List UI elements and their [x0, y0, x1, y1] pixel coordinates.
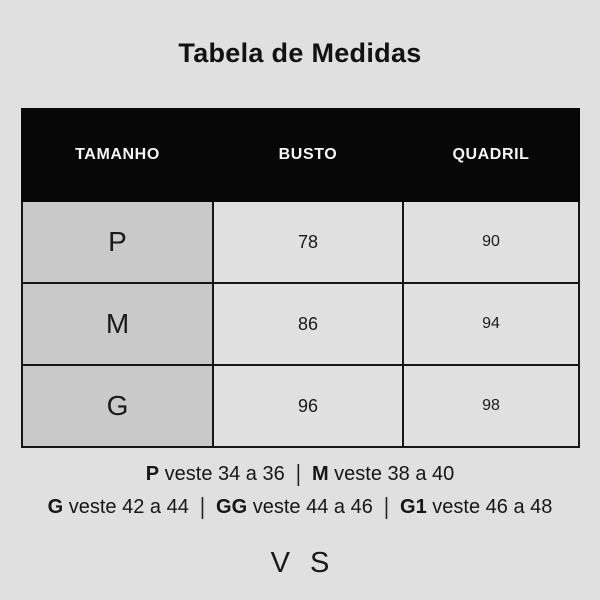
measurements-table: TAMANHO BUSTO QUADRIL P 78 90 M 86 94 G … [21, 108, 580, 448]
table-row: G 96 98 [21, 364, 580, 448]
legend-entry: M veste 38 a 40 [311, 463, 455, 485]
legend-separator: | [295, 461, 301, 487]
legend-line-2: G veste 42 a 44 | GG veste 44 a 46 | G1 vest… [0, 491, 600, 524]
quadril-cell: 94 [402, 282, 580, 366]
header-busto: BUSTO [212, 108, 404, 202]
legend-separator: | [199, 494, 206, 520]
brand-logo: V S [270, 547, 336, 579]
size-cell: P [21, 200, 214, 284]
legend-line-1: P veste 34 a 36 | M veste 38 a 40 [0, 458, 600, 491]
quadril-cell: 98 [402, 364, 580, 448]
header-tamanho: TAMANHO [21, 108, 214, 202]
busto-cell: 86 [212, 282, 404, 366]
legend-entry: GG veste 44 a 46 [216, 496, 373, 518]
busto-cell: 96 [212, 364, 404, 448]
table-row: M 86 94 [21, 282, 580, 366]
table-row: P 78 90 [21, 200, 580, 284]
quadril-cell: 90 [402, 200, 580, 284]
busto-cell: 78 [212, 200, 404, 284]
size-legend: P veste 34 a 36 | M veste 38 a 40 G veste … [0, 458, 600, 524]
table-header-row: TAMANHO BUSTO QUADRIL [21, 108, 580, 202]
legend-entry: G veste 42 a 44 [47, 496, 189, 518]
legend-entry: G1 veste 46 a 48 [400, 496, 553, 518]
page-title: Tabela de Medidas [178, 38, 422, 68]
size-cell: M [21, 282, 214, 366]
legend-separator: | [383, 494, 390, 520]
header-quadril: QUADRIL [402, 108, 580, 202]
legend-entry: P veste 34 a 36 [145, 463, 285, 485]
size-cell: G [21, 364, 214, 448]
